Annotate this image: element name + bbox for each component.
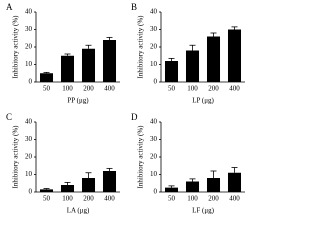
y-axis-label: Inhibitory activity (%) [12,15,20,79]
bar [185,181,200,192]
y-tick-label: 40 [150,8,158,16]
y-tick-label: 40 [25,8,33,16]
x-axis-label: LA (μg) [67,207,90,215]
y-axis-label: Inhibitory activity (%) [137,125,145,189]
bar [227,29,242,82]
y-tick-label: 40 [150,118,158,126]
y-tick-label: 10 [25,170,33,178]
x-tick-label: 100 [62,85,73,93]
x-tick-label: 50 [168,85,176,93]
x-tick-label: 100 [187,195,198,203]
x-axis-label: LP (μg) [192,97,214,105]
bar [164,61,179,82]
bar [39,189,54,192]
x-tick-label: 200 [208,195,219,203]
y-tick-label: 20 [25,43,33,51]
panel-label: C [6,112,12,122]
bar [81,178,96,192]
x-tick-label: 400 [104,85,115,93]
bar [102,171,117,192]
panel-label: A [6,2,13,12]
bar [227,172,242,192]
y-axis-label: Inhibitory activity (%) [12,125,20,189]
y-axis-label: Inhibitory activity (%) [137,15,145,79]
y-tick-label: 10 [150,170,158,178]
y-tick-label: 20 [25,153,33,161]
y-tick-label: 30 [25,135,33,143]
x-tick-label: 200 [83,85,94,93]
panel-label: B [131,2,137,12]
bar [164,187,179,192]
y-tick-label: 30 [150,135,158,143]
x-tick-label: 200 [83,195,94,203]
x-axis-label: PP (μg) [67,97,89,105]
x-tick-label: 100 [62,195,73,203]
bar [60,55,75,82]
panel-label: D [131,112,138,122]
y-tick-label: 40 [25,118,33,126]
x-axis-label: LF (μg) [192,207,215,215]
x-tick-label: 400 [229,85,240,93]
x-tick-label: 400 [104,195,115,203]
bar [60,185,75,192]
figure: A Inhibitory activity (%) PP (μg) 0 10 20 30 40… [6,2,245,215]
x-tick-label: 50 [168,195,176,203]
bar [185,50,200,82]
bar [81,48,96,82]
x-tick-label: 50 [43,85,51,93]
y-tick-label: 0 [29,78,33,86]
y-tick-label: 20 [150,153,158,161]
y-tick-label: 0 [154,188,158,196]
bar [206,178,221,192]
bar [102,40,117,82]
x-tick-label: 100 [187,85,198,93]
y-tick-label: 30 [150,25,158,33]
x-tick-label: 50 [43,195,51,203]
bar [206,36,221,82]
y-tick-label: 0 [154,78,158,86]
x-tick-label: 200 [208,85,219,93]
y-tick-label: 0 [29,188,33,196]
y-tick-label: 10 [150,60,158,68]
bar [39,73,54,82]
y-tick-label: 30 [25,25,33,33]
y-tick-label: 20 [150,43,158,51]
y-tick-label: 10 [25,60,33,68]
x-tick-label: 400 [229,195,240,203]
